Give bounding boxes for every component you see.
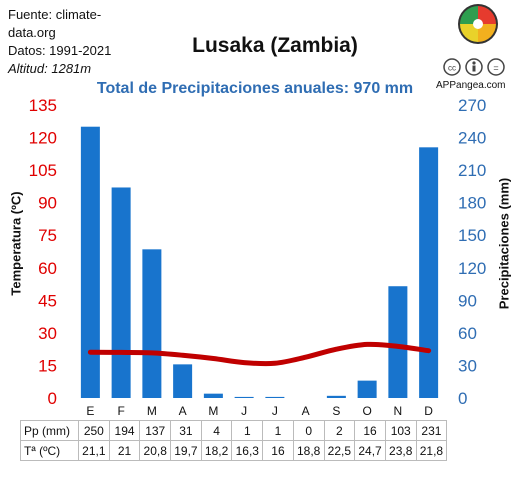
- precip-value-cell: 0: [292, 420, 325, 441]
- precip-bar: [173, 364, 193, 398]
- month-tick-label: N: [394, 404, 403, 418]
- temperature-line: [87, 341, 432, 367]
- cc-license-icon: cc: [443, 58, 461, 76]
- precip-value-cell: 2: [323, 420, 356, 441]
- precip-bar: [388, 286, 408, 398]
- precip-value-cell: 194: [108, 420, 141, 441]
- appangea-logo-icon: [458, 4, 498, 44]
- y-right-tick-label: 240: [458, 129, 486, 148]
- temp-value-cell: 18,8: [292, 440, 325, 461]
- precip-row: Pp (mm) 250 194 137 31 4 1 1 0 2 16 103 231: [20, 420, 448, 441]
- y-left-tick-label: 90: [38, 194, 57, 213]
- altitude: Altitud: 1281m: [8, 61, 92, 76]
- y-left-tick-label: 75: [38, 226, 57, 245]
- noncommercial-icon: =: [487, 58, 505, 76]
- precip-bar: [326, 395, 346, 398]
- month-tick-label: F: [117, 404, 124, 418]
- month-tick-label: S: [332, 404, 340, 418]
- temp-value-cell: 16: [262, 440, 294, 461]
- y-left-tick-label: 60: [38, 259, 57, 278]
- precip-value-cell: 231: [415, 420, 448, 441]
- temp-value-cell: 23,8: [384, 440, 417, 461]
- chart-subtitle: Total de Precipitaciones anuales: 970 mm: [96, 80, 414, 97]
- precip-value-cell: 137: [139, 420, 172, 441]
- y-right-tick-label: 210: [458, 161, 486, 180]
- y-left-tick-label: 15: [38, 356, 57, 375]
- y-left-tick-label: 30: [38, 324, 57, 343]
- temp-value-cell: 20,8: [139, 440, 172, 461]
- month-tick-label: D: [424, 404, 433, 418]
- month-tick-label: A: [302, 404, 310, 418]
- brand-label: APPangea.com: [436, 80, 506, 91]
- y-right-tick-label: 180: [458, 194, 486, 213]
- precip-bar: [357, 380, 377, 398]
- month-tick-label: J: [272, 404, 278, 418]
- source-line-2: data.org: [8, 25, 56, 40]
- svg-text:=: =: [493, 63, 498, 73]
- y-right-tick-label: 60: [458, 324, 477, 343]
- temp-value-cell: 18,2: [200, 440, 233, 461]
- temp-value-cell: 24,7: [354, 440, 386, 461]
- precip-bar: [142, 249, 162, 398]
- chart-title: Lusaka (Zambia): [192, 34, 358, 57]
- month-tick-label: J: [241, 404, 247, 418]
- temp-row: Tª (ºC) 21,1 21 20,8 19,7 18,2 16,3 16 18,8 22,5…: [20, 440, 448, 461]
- precip-bar: [234, 396, 254, 398]
- precip-value-cell: 1: [231, 420, 264, 441]
- y-right-tick-label: 150: [458, 226, 486, 245]
- y-left-tick-label: 135: [29, 96, 57, 115]
- precip-row-label: Pp (mm): [20, 420, 79, 441]
- attribution-icon: [465, 58, 483, 76]
- y-right-tick-label: 0: [458, 389, 467, 408]
- precip-bar: [265, 396, 285, 398]
- precip-value-cell: 250: [78, 420, 110, 441]
- y-right-tick-label: 30: [458, 356, 477, 375]
- temp-value-cell: 21,8: [415, 440, 448, 461]
- temp-value-cell: 21: [108, 440, 141, 461]
- month-tick-label: O: [362, 404, 371, 418]
- month-tick-label: M: [208, 404, 218, 418]
- month-tick-label: M: [147, 404, 157, 418]
- precip-bar: [111, 187, 131, 398]
- temp-value-cell: 19,7: [170, 440, 202, 461]
- y-right-tick-label: 90: [458, 291, 477, 310]
- precip-bar: [80, 126, 100, 398]
- precip-value-cell: 4: [200, 420, 233, 441]
- source-line-1: Fuente: climate-: [8, 7, 102, 22]
- svg-text:cc: cc: [448, 64, 456, 73]
- y-left-tick-label: 0: [48, 389, 57, 408]
- y-left-tick-label: 120: [29, 129, 57, 148]
- precip-value-cell: 1: [262, 420, 294, 441]
- data-years: Datos: 1991-2021: [8, 43, 112, 58]
- y-left-tick-label: 105: [29, 161, 57, 180]
- precip-bar: [203, 393, 223, 398]
- temp-value-cell: 21,1: [78, 440, 110, 461]
- temp-row-label: Tª (ºC): [20, 440, 79, 461]
- precip-value-cell: 103: [384, 420, 417, 441]
- precip-value-cell: 16: [354, 420, 386, 441]
- precip-value-cell: 31: [170, 420, 202, 441]
- month-tick-label: A: [179, 404, 187, 418]
- precip-bar: [419, 147, 439, 398]
- data-table: Pp (mm) 250 194 137 31 4 1 1 0 2 16 103 231 Tª (ºC)…: [20, 420, 448, 461]
- y-left-tick-label: 45: [38, 291, 57, 310]
- temp-value-cell: 16,3: [231, 440, 264, 461]
- y-right-tick-label: 270: [458, 96, 486, 115]
- month-tick-label: E: [86, 404, 94, 418]
- temp-value-cell: 22,5: [323, 440, 356, 461]
- y-right-tick-label: 120: [458, 259, 486, 278]
